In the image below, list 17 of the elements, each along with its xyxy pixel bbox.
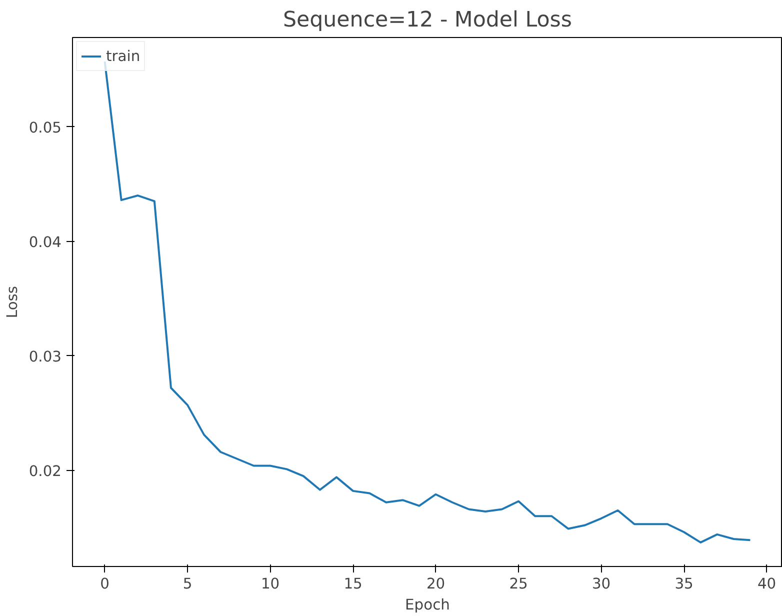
x-tick-label: 0 [100, 576, 110, 592]
x-axis-title: Epoch [405, 596, 450, 614]
x-tick-label: 20 [426, 576, 446, 592]
x-tick-label: 40 [757, 576, 776, 592]
x-tick-label: 10 [260, 576, 280, 592]
legend-label: train [106, 48, 140, 64]
x-tick-label: 15 [344, 576, 362, 592]
y-axis-title: Loss [4, 286, 21, 318]
y-tick-label: 0.02 [28, 462, 62, 480]
y-tick-label: 0.04 [28, 234, 62, 251]
y-tick-label: 0.03 [28, 348, 62, 366]
x-tick-label: 5 [182, 576, 192, 592]
chart-title: Sequence=12 - Model Loss [282, 8, 572, 32]
x-tick-label: 25 [509, 576, 528, 592]
x-tick-label: 35 [674, 576, 694, 592]
x-tick-label: 30 [592, 576, 611, 592]
y-tick-label: 0.05 [28, 119, 62, 136]
